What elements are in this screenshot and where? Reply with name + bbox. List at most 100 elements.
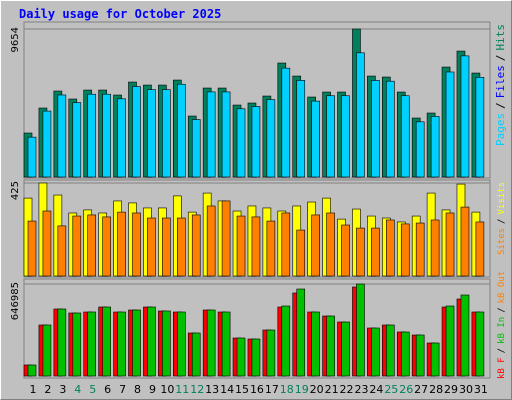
legend-entry: kB In: [497, 317, 507, 344]
x-tick-label: 23: [354, 383, 368, 396]
x-tick-label: 20: [310, 383, 324, 396]
bar: [281, 305, 291, 377]
x-tick-label: 8: [134, 383, 141, 396]
bar: [72, 215, 82, 277]
bar: [266, 99, 276, 178]
bar: [311, 214, 320, 277]
bar: [356, 283, 365, 377]
x-tick-label: 10: [160, 383, 174, 396]
bar: [430, 116, 440, 178]
x-tick-label: 19: [295, 383, 309, 396]
bar: [475, 221, 485, 277]
bar: [445, 212, 455, 277]
bar: [356, 52, 365, 178]
x-tick-label: 30: [459, 383, 473, 396]
legend-separator: /: [497, 219, 507, 224]
bar: [102, 93, 111, 178]
x-tick-label: 29: [444, 383, 458, 396]
x-tick-label: 16: [250, 383, 264, 396]
x-tick-label: 7: [119, 383, 126, 396]
x-tick-label: 28: [429, 383, 443, 396]
x-tick-label: 6: [104, 383, 111, 396]
bar: [460, 206, 470, 277]
bar: [386, 80, 395, 178]
x-tick-label: 26: [399, 383, 413, 396]
bar: [445, 71, 455, 178]
bar: [251, 106, 261, 178]
bar: [87, 311, 97, 377]
legend-entry: kB F: [497, 357, 507, 379]
bar: [117, 98, 126, 178]
legend: kB F / kB In / kB Out: [497, 271, 507, 379]
bar: [296, 288, 306, 377]
bar: [356, 227, 365, 277]
legend: Sites / Visits: [497, 182, 507, 255]
legend-separator: /: [497, 348, 507, 353]
bar: [236, 215, 246, 277]
legend-entry: Hits: [494, 24, 507, 51]
bar: [400, 95, 410, 178]
bar: [72, 102, 82, 178]
bar: [460, 294, 470, 377]
y-tick-label: 9654: [10, 27, 21, 52]
bar: [371, 327, 380, 377]
x-tick-label: 1: [30, 383, 37, 396]
bar: [57, 225, 67, 277]
bar: [206, 91, 216, 178]
x-tick-label: 11: [175, 383, 189, 396]
bar: [132, 86, 141, 178]
bar: [191, 119, 201, 178]
y-tick-label: 646985: [10, 282, 21, 320]
x-tick-label: 5: [89, 383, 96, 396]
x-tick-label: 25: [384, 383, 398, 396]
legend-entry: Sites: [497, 228, 507, 255]
bar: [326, 212, 335, 277]
bar: [42, 324, 52, 377]
bar: [445, 305, 455, 377]
legend-entry: Visits: [497, 182, 507, 215]
bar: [326, 95, 335, 178]
bar: [206, 309, 216, 377]
x-tick-label: 24: [369, 383, 383, 396]
bar: [162, 89, 171, 178]
bar: [296, 80, 306, 178]
legend-entry: kB Out: [497, 271, 507, 304]
bar: [236, 108, 246, 178]
legend-entry: Pages: [494, 113, 507, 146]
bar: [415, 222, 425, 277]
x-tick-label: 21: [325, 383, 339, 396]
bar: [251, 216, 261, 277]
x-tick-label: 12: [190, 383, 204, 396]
x-tick-label: 15: [235, 383, 249, 396]
bar: [326, 315, 335, 377]
bar: [400, 223, 410, 277]
x-tick-label: 27: [414, 383, 428, 396]
bar: [311, 100, 320, 178]
bar: [386, 324, 395, 377]
legend-separator: /: [494, 55, 507, 62]
bar: [162, 310, 171, 377]
bar: [475, 77, 485, 178]
bar: [117, 311, 126, 377]
x-tick-label: 2: [44, 383, 51, 396]
bar: [102, 216, 111, 277]
bar: [386, 219, 395, 277]
bar: [281, 67, 291, 178]
bar: [57, 308, 67, 377]
bar: [221, 91, 231, 178]
bar: [430, 342, 440, 377]
bar: [147, 89, 156, 178]
legend: Pages / Files / Hits: [494, 24, 507, 146]
bar: [236, 337, 246, 377]
bar: [177, 83, 186, 178]
bar: [311, 311, 320, 377]
legend-entry: Files: [494, 65, 507, 98]
x-tick-label: 14: [220, 383, 234, 396]
bar: [206, 205, 216, 277]
bar: [132, 212, 141, 277]
bar: [117, 211, 126, 277]
bar: [296, 229, 306, 277]
